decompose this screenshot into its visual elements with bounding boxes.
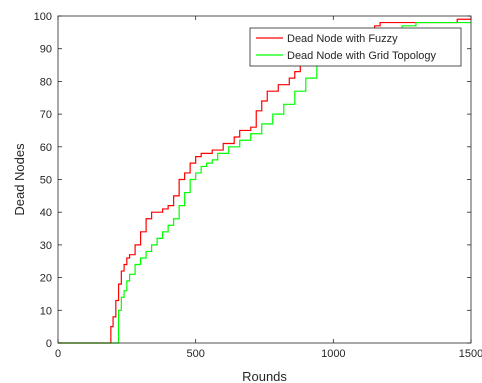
y-tick-label: 30 [40, 240, 52, 252]
x-tick-label: 500 [186, 348, 204, 360]
legend-label-grid-topology: Dead Node with Grid Topology [287, 50, 436, 62]
y-tick-label: 80 [40, 76, 52, 88]
y-tick-label: 20 [40, 273, 52, 285]
y-axis-title: Dead Nodes [12, 143, 27, 216]
y-tick-label: 90 [40, 44, 52, 56]
legend: Dead Node with Fuzzy Dead Node with Grid… [249, 27, 462, 67]
x-tick-label: 0 [55, 348, 61, 360]
ticks-layer: 0 500 1000 1500 0 10 20 30 40 50 60 70 80 90 100 [34, 11, 482, 360]
x-tick-label: 1500 [459, 348, 482, 360]
y-tick-label: 50 [40, 175, 52, 187]
y-tick-label: 70 [40, 109, 52, 121]
x-axis-title: Rounds [242, 369, 287, 383]
y-tick-label: 40 [40, 207, 52, 219]
y-tick-label: 0 [46, 338, 52, 350]
x-tick-label: 1000 [321, 348, 345, 360]
legend-box [249, 27, 462, 67]
legend-label-fuzzy: Dead Node with Fuzzy [287, 33, 398, 45]
y-tick-label: 100 [34, 11, 52, 23]
y-tick-label: 10 [40, 305, 52, 317]
y-tick-label: 60 [40, 142, 52, 154]
